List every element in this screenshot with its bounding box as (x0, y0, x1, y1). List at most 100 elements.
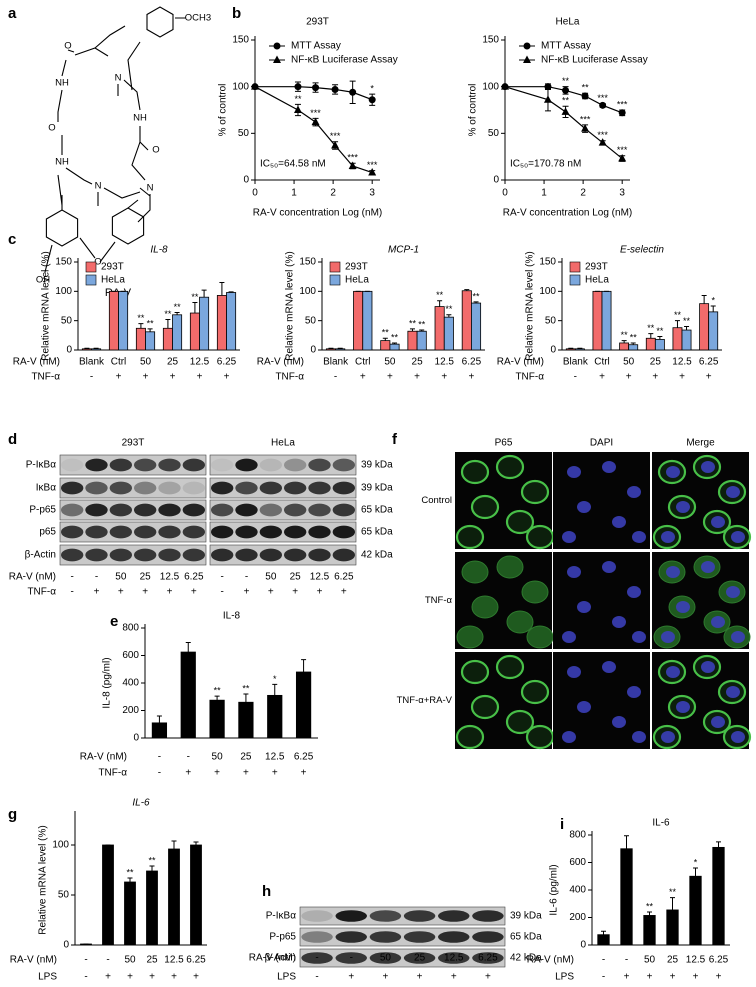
treatment-label: + (624, 972, 630, 983)
error-bar (657, 336, 663, 340)
band (259, 548, 283, 562)
band (301, 931, 333, 943)
bar (353, 290, 364, 351)
y-axis-label: Relative mRNA level (%) (38, 825, 49, 934)
chart-title: IL-8 (150, 245, 168, 256)
y-tick-label: 50 (488, 128, 500, 139)
atom-label: OCH3 (185, 13, 211, 24)
y-axis-label: Relative mRNA level (%) (41, 251, 52, 360)
cell-p65 (470, 494, 500, 520)
bar (620, 848, 633, 946)
lane-label: + (244, 587, 250, 598)
error-bar (337, 347, 343, 349)
legend-swatch (329, 261, 341, 273)
protein-label: β-Actin (25, 550, 56, 561)
legend-marker (523, 55, 531, 63)
x-tick-label: 6.25 (709, 955, 729, 966)
y-tick-label: 0 (133, 733, 139, 744)
band (332, 458, 356, 472)
lane-label: + (191, 587, 197, 598)
band (259, 481, 283, 495)
significance: ** (683, 316, 691, 326)
band (308, 503, 331, 517)
significance: * (694, 857, 698, 867)
x-tick-label: 25 (146, 955, 158, 966)
error-bar (577, 347, 583, 349)
band (210, 458, 234, 472)
point (618, 154, 627, 162)
y-tick-label: 50 (545, 315, 557, 326)
bar (389, 343, 400, 351)
nucleus (661, 531, 675, 543)
band (472, 952, 504, 964)
nucleus (612, 716, 626, 728)
row-label: LPS (277, 972, 296, 983)
bar (145, 331, 156, 351)
bar (102, 844, 114, 946)
band (133, 481, 157, 495)
lane-label: 6.25 (478, 953, 498, 964)
error-bar (464, 289, 470, 291)
lane-label: 50 (265, 572, 277, 583)
benzene-ring (111, 207, 145, 245)
lane-label: 25 (290, 572, 302, 583)
y-tick-label: 50 (61, 315, 73, 326)
x-tick-label: 50 (140, 357, 152, 368)
point (581, 124, 590, 132)
point (368, 96, 376, 104)
bar (689, 875, 702, 946)
treatment-label: + (706, 372, 712, 383)
significance: ** (418, 319, 426, 329)
treatment-label: + (127, 972, 133, 983)
point (618, 109, 626, 117)
nucleus (726, 486, 740, 498)
row-label: LPS (38, 972, 57, 983)
nucleus (612, 516, 626, 528)
lane-label: + (142, 587, 148, 598)
bar (135, 327, 146, 351)
bar (461, 290, 472, 351)
y-tick-label: 150 (482, 35, 499, 46)
point (294, 83, 302, 91)
nucleus (602, 461, 616, 473)
row-label: TNF-α (515, 372, 544, 383)
significance: ** (191, 292, 199, 302)
bar (168, 848, 180, 946)
cell-p65 (526, 625, 554, 649)
size-label: 39 kDa (361, 460, 393, 471)
band (158, 481, 181, 495)
error-bar (127, 877, 133, 882)
protein-label: β-Actin (265, 953, 296, 964)
nucleus (567, 566, 581, 578)
x-tick-label: - (84, 955, 87, 966)
band (85, 503, 108, 517)
band (259, 503, 283, 517)
error-bar (382, 337, 388, 341)
nucleus (666, 566, 680, 578)
bar (434, 306, 445, 351)
significance: ** (126, 867, 134, 877)
legend-swatch (85, 261, 97, 273)
bar (645, 337, 656, 351)
point (293, 105, 302, 113)
y-tick-label: 0 (580, 940, 586, 951)
band (60, 525, 84, 539)
band (158, 503, 181, 517)
legend-label: HeLa (585, 275, 609, 286)
treatment-label: - (90, 372, 93, 383)
cell-p65 (461, 560, 489, 584)
legend-label: NF-κB Luciferase Assay (291, 55, 398, 66)
lane-label: - (315, 953, 318, 964)
band (210, 481, 234, 495)
nucleus (666, 466, 680, 478)
legend-swatch (329, 274, 341, 286)
y-tick-label: 100 (52, 840, 69, 851)
x-tick-label: 12.5 (686, 955, 706, 966)
nucleus (602, 661, 616, 673)
atom-label: NH (55, 78, 69, 89)
treatment-label: - (574, 372, 577, 383)
row-label: RA-V (nM) (497, 357, 544, 368)
nucleus (711, 716, 725, 728)
treatment-label: - (602, 972, 605, 983)
significance: *** (310, 108, 321, 118)
